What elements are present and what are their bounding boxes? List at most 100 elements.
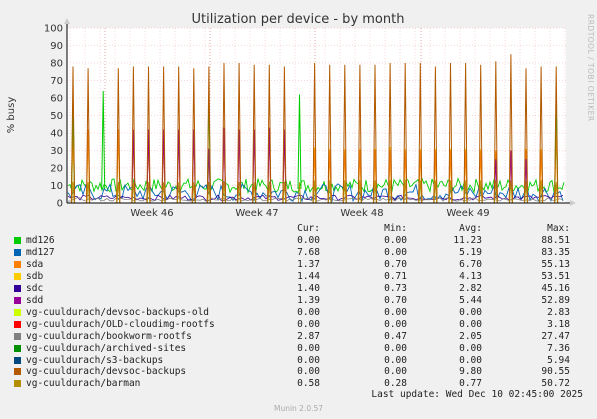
legend-swatch [14,332,21,340]
legend-cur-value: 2.87 [297,330,320,342]
y-tick-label: 30 [50,146,63,157]
legend-avg-value: 6.70 [459,258,482,270]
legend-cur-value: 0.00 [297,318,320,330]
legend-min-value: 0.47 [384,330,407,342]
legend-cur-value: 0.58 [297,378,320,390]
legend-max-value: 7.36 [547,342,570,354]
legend-min-value: 0.00 [384,235,407,246]
rrdtool-credit: RRDTOOL / TOBI OETIKER [586,14,595,122]
legend-min-value: 0.00 [384,342,407,354]
legend-avg-value: 5.19 [459,246,482,258]
y-tick-label: 70 [50,76,63,87]
legend-avg-value: 0.77 [459,378,482,390]
legend-avg-value: 2.82 [459,282,482,294]
legend-series-name: vg-cuuldurach/bookworm-rootfs [26,330,192,342]
legend-series-name: md127 [26,246,55,258]
legend-min-value: 0.70 [384,294,407,306]
legend-min-value: 0.00 [384,246,407,258]
legend-swatch [14,248,21,256]
legend-max-value: 50.72 [541,378,570,390]
legend-avg-value: 9.80 [459,366,482,378]
x-tick-label: Week 46 [130,208,173,219]
last-update: Last update: Wed Dec 10 02:45:00 2025 [371,389,583,400]
legend-swatch [14,320,21,328]
legend-max-value: 52.89 [541,294,570,306]
y-tick-label: 40 [50,129,63,140]
legend-max-value: 27.47 [541,330,570,342]
legend-cur-value: 7.68 [297,246,320,258]
legend-avg-value: 4.13 [459,270,482,282]
x-tick-label: Week 48 [340,208,383,219]
legend-cur-value: 0.00 [297,235,320,246]
y-tick-label: 10 [50,181,63,192]
legend-max-value: 90.55 [541,366,570,378]
x-tick-labels: Week 46 Week 47 Week 48 Week 49 [130,208,489,219]
legend-swatch [14,284,21,292]
legend-cur-value: 1.40 [297,282,320,294]
legend-min-value: 0.28 [384,378,407,390]
legend-max-value: 2.83 [547,306,570,318]
legend-max-value: 83.35 [541,246,570,258]
legend-series-name: vg-cuuldurach/s3-backups [26,354,164,366]
y-tick-label: 50 [50,111,63,122]
y-tick-label: 20 [50,164,63,175]
legend-avg-value: 5.44 [459,294,482,306]
y-tick-label: 0 [57,199,63,210]
legend-min-value: 0.00 [384,306,407,318]
legend-swatch [14,380,21,388]
legend-series-name: vg-cuuldurach/barman [26,378,141,390]
series-line-sdd [131,127,528,200]
legend-min-value: 0.73 [384,282,407,294]
legend-avg-value: 2.05 [459,330,482,342]
x-tick-label: Week 47 [235,208,278,219]
y-axis-label: % busy [6,97,17,134]
legend-min-value: 0.00 [384,318,407,330]
legend-swatch [14,260,21,268]
legend-swatch [14,272,21,280]
legend-header-min: Min: [384,223,407,234]
legend-swatch [14,296,21,304]
legend-cur-value: 1.44 [297,270,320,282]
y-tick-label: 60 [50,94,63,105]
legend-cur-value: 1.39 [297,294,320,306]
footer: Munin 2.0.57 [273,404,324,413]
y-axis-arrow [64,18,70,24]
series-line-barman [71,180,558,204]
legend-cur-value: 0.00 [297,354,320,366]
y-tick-label: 90 [50,41,63,52]
legend-header-avg: Avg: [459,223,482,234]
legend-series-name: vg-cuuldurach/OLD-cloudimg-rootfs [26,318,215,330]
legend-swatch [14,344,21,352]
legend-max-value: 53.51 [541,270,570,282]
legend-min-value: 0.71 [384,270,407,282]
series-line-devsoc-backups [70,54,559,204]
y-tick-label: 100 [44,24,63,35]
legend-min-value: 0.00 [384,366,407,378]
legend-swatch [14,368,21,376]
chart-title: Utilization per device - by month [192,12,405,27]
legend-series-name: vg-cuuldurach/devsoc-backups [26,366,187,378]
legend-avg-value: 0.00 [459,354,482,366]
x-tick-label: Week 49 [446,208,489,219]
legend-min-value: 0.70 [384,258,407,270]
legend-avg-value: 0.00 [459,306,482,318]
legend-cur-value: 0.00 [297,306,320,318]
legend-avg-value: 0.00 [459,342,482,354]
legend-swatch [14,308,21,316]
legend-series-name: sdc [26,282,44,294]
legend-series-name: vg-cuuldurach/devsoc-backups-old [26,306,210,318]
x-axis-arrow [570,200,576,206]
legend-cur-value: 1.37 [297,258,320,270]
legend-series-name: sdb [26,270,44,282]
legend-cur-value: 0.00 [297,366,320,378]
legend-max-value: 55.13 [541,258,570,270]
legend-min-value: 0.00 [384,354,407,366]
grid [67,27,566,204]
legend-swatch [14,356,21,364]
y-tick-label: 80 [50,59,63,70]
legend-max-value: 3.18 [547,318,570,330]
y-tick-labels: 0 10 20 30 40 50 60 70 80 90 100 [44,24,63,210]
legend-series-name: sda [26,258,44,270]
series-layer [67,54,565,204]
